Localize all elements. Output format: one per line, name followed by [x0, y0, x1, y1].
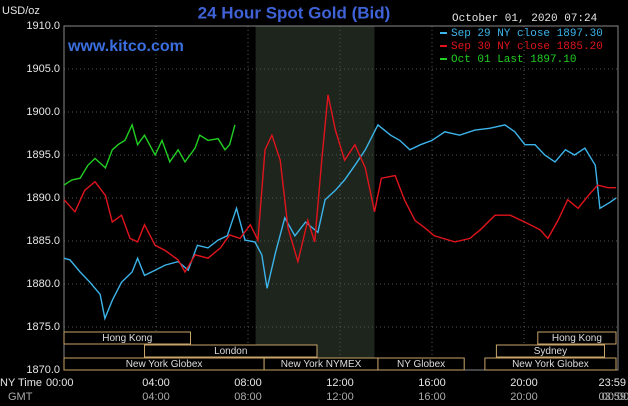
site-label: www.kitco.com — [67, 38, 184, 55]
x-tick-label: 23:59 — [598, 377, 626, 389]
plot-area — [63, 25, 619, 371]
x-row-label: GMT — [8, 391, 33, 403]
session-box — [377, 357, 465, 371]
x-tick-label: 00:00 — [46, 377, 74, 389]
price-line — [63, 94, 616, 274]
x-tick-label: 04:00 — [142, 377, 170, 389]
x-tick-label: 16:00 — [418, 377, 446, 389]
gmt-tick-label: 04:00 — [142, 391, 170, 403]
legend-label: Sep 29 NY close 1897.30 — [451, 28, 603, 40]
price-line — [63, 123, 617, 321]
session-box — [495, 344, 605, 358]
gmt-tick-label: 20:00 — [510, 391, 538, 403]
session-label: New York Globex — [126, 359, 203, 370]
y-axis-label: USD/oz — [2, 5, 40, 17]
y-tick-label: 1905.0 — [26, 63, 60, 75]
gmt-tick-label: 08:00 — [234, 391, 262, 403]
y-tick-label: 1870.0 — [26, 364, 60, 376]
session-label: NY Globex — [397, 359, 445, 370]
y-tick-label: 1900.0 — [26, 106, 60, 118]
y-tick-label: 1890.0 — [26, 192, 60, 204]
chart-title: 24 Hour Spot Gold (Bid) — [198, 3, 391, 22]
session-box — [537, 331, 617, 345]
legend-label: Oct 01 Last 1897.10 — [451, 54, 576, 66]
gmt-tick-label: 12:00 — [326, 391, 354, 403]
session-box — [63, 331, 191, 345]
y-tick-label: 1880.0 — [26, 278, 60, 290]
y-tick-label: 1895.0 — [26, 149, 60, 161]
session-label: Hong Kong — [102, 333, 152, 344]
session-label: Hong Kong — [552, 333, 602, 344]
x-tick-label: 20:00 — [510, 377, 538, 389]
gmt-tick-label: 16:00 — [418, 391, 446, 403]
session-label: New York NYMEX — [281, 359, 362, 370]
session-box — [144, 344, 318, 358]
price-line — [63, 122, 236, 186]
x-tick-label: 08:00 — [234, 377, 262, 389]
gmt-tick-label: 00:00 — [602, 391, 628, 403]
session-label: New York Globex — [512, 359, 589, 370]
session-label: Sydney — [534, 346, 567, 357]
gmt-tick-label: 03:59 — [598, 391, 626, 403]
timestamp: October 01, 2020 07:24 — [452, 13, 598, 25]
x-row-label: NY Time — [0, 377, 42, 389]
legend-label: Sep 30 NY close 1885.20 — [451, 41, 603, 53]
session-box — [484, 357, 617, 371]
y-tick-label: 1910.0 — [26, 20, 60, 32]
y-tick-label: 1885.0 — [26, 235, 60, 247]
y-tick-label: 1875.0 — [26, 321, 60, 333]
highlight-band — [255, 26, 375, 370]
session-label: London — [214, 346, 247, 357]
x-tick-label: 12:00 — [326, 377, 354, 389]
